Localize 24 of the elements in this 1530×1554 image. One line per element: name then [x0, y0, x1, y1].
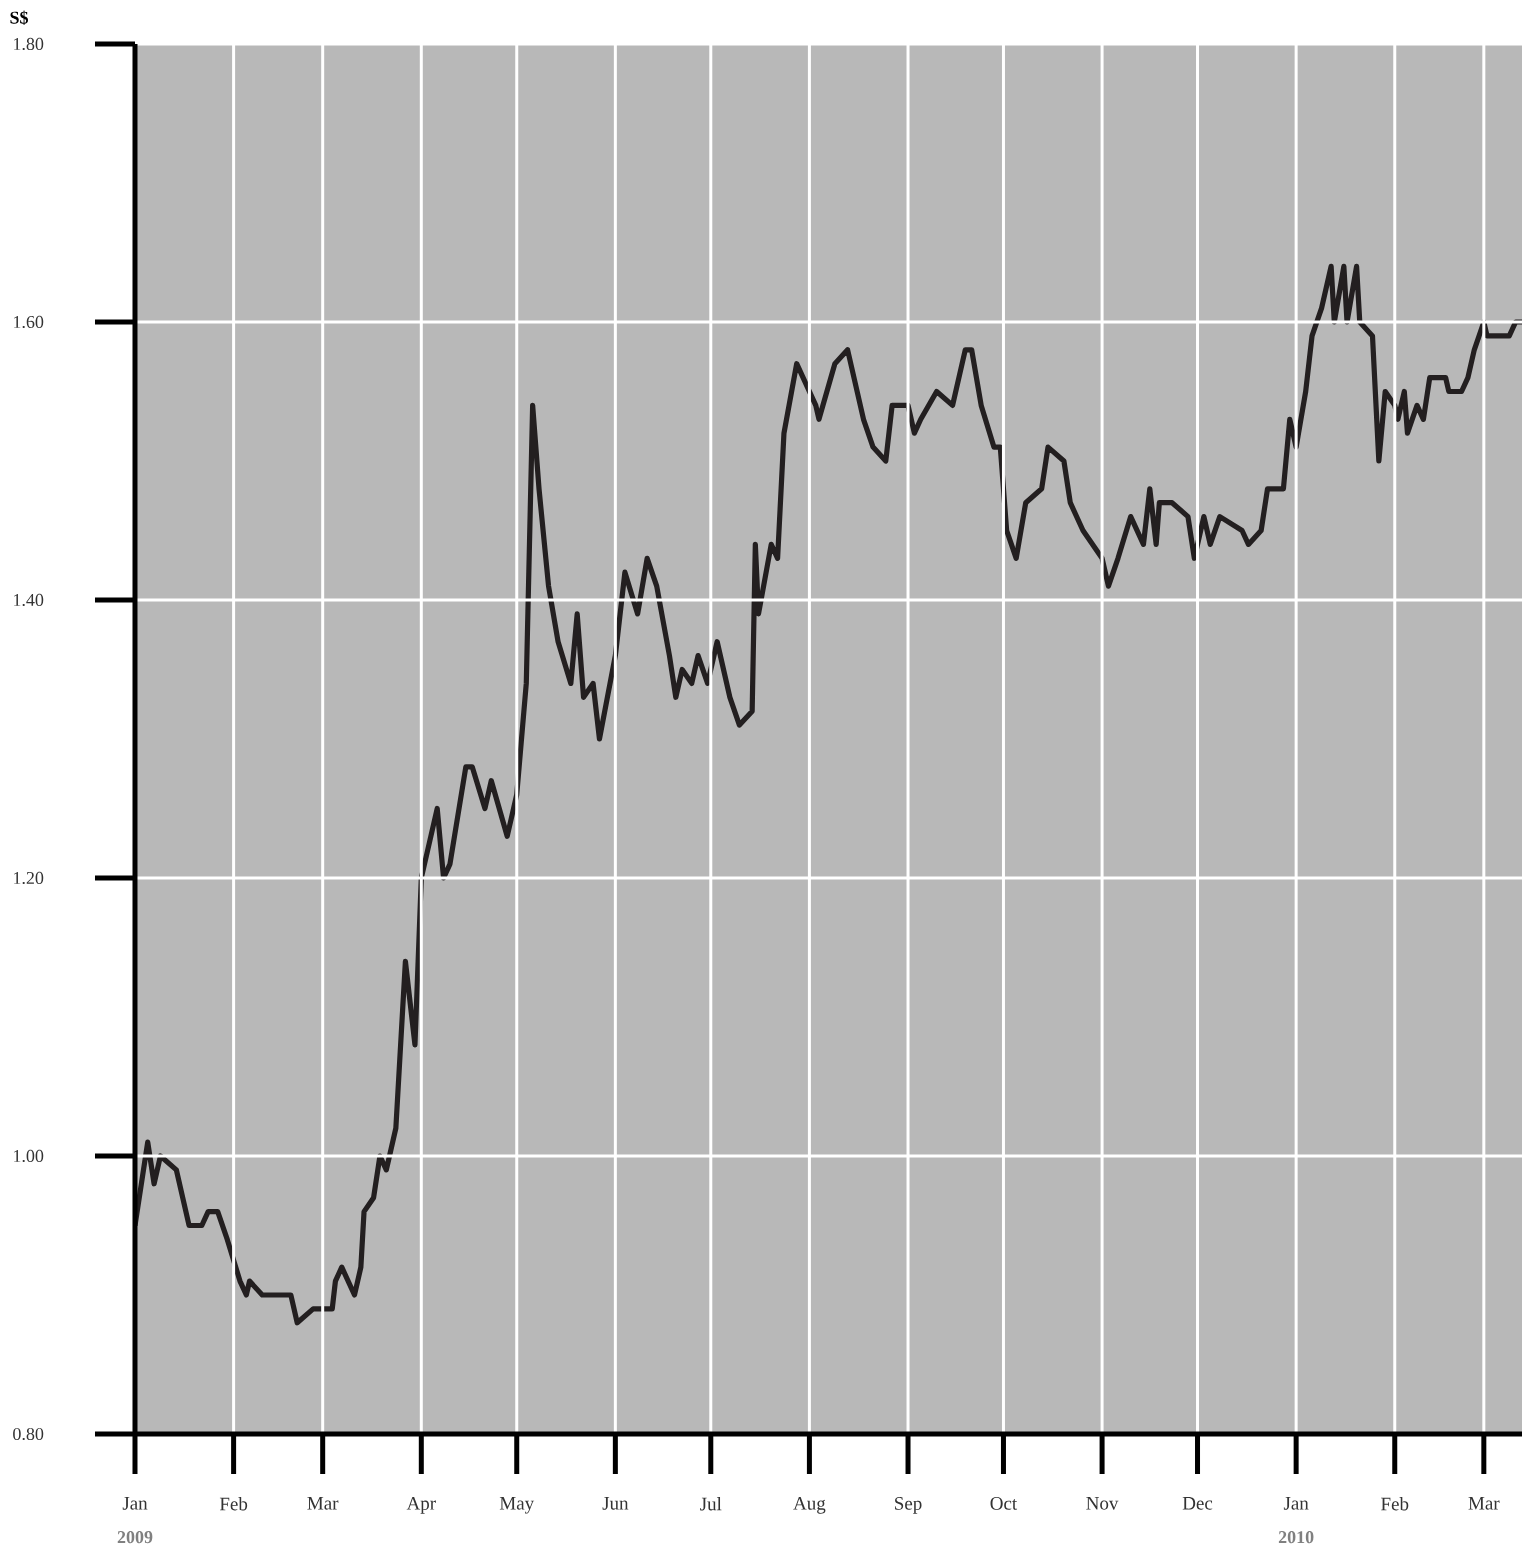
x-tick-label: Sep [895, 1497, 922, 1514]
x-tick-label: May [499, 1497, 535, 1514]
y-tick-label: 1.00 [14, 1149, 44, 1163]
x-tick-label: Aug [793, 1497, 826, 1514]
x-tick-label: Nov [1086, 1497, 1119, 1510]
x-tick-label: Feb [1381, 1497, 1409, 1511]
x-tick-label: Feb [219, 1497, 248, 1511]
y-tick-label: 1.20 [14, 871, 44, 885]
text: 2009 [117, 1531, 153, 1544]
y-axis-title: S$ [10, 10, 28, 25]
x-tick-label: Jan [122, 1497, 148, 1510]
text: 2010 [1278, 1531, 1314, 1544]
x-tick-label: Apr [406, 1497, 436, 1514]
x-tick-label: Jul [700, 1497, 722, 1511]
x-tick-label: Oct [990, 1497, 1018, 1510]
x-tick-label: Mar [307, 1497, 339, 1510]
x-tick-label: Jun [602, 1497, 629, 1510]
x-tick-label: Dec [1182, 1497, 1213, 1510]
y-tick-label: 0.80 [13, 1427, 44, 1441]
y-tick-label: 1.80 [14, 37, 44, 51]
y-tick-label: 1.60 [14, 315, 44, 329]
x-tick-label: Jan [1283, 1497, 1309, 1510]
y-tick-label: 1.40 [14, 593, 44, 607]
x-tick-label: Mar [1468, 1497, 1500, 1510]
